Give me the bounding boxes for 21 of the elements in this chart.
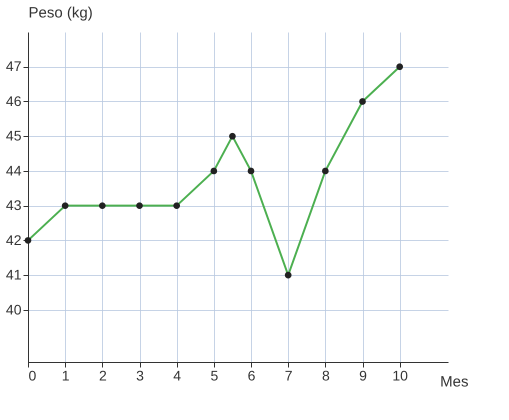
x-tick-label: 5 (210, 368, 218, 384)
x-tick-label: 7 (284, 368, 293, 384)
x-tick-label: 8 (322, 368, 330, 384)
y-tick-label: 45 (6, 128, 22, 144)
x-tick-label: 3 (136, 368, 144, 384)
x-tick-label: 6 (248, 368, 256, 384)
y-tick-label: 46 (6, 92, 22, 109)
y-axis-title: Peso (kg) (28, 4, 93, 22)
y-tick-label: 43 (6, 197, 22, 214)
x-tick-label: 9 (359, 368, 368, 384)
x-tick-label: 1 (62, 368, 70, 384)
y-tick-label: 47 (6, 58, 22, 74)
x-tick-label: 2 (98, 368, 107, 384)
y-tick-label: 44 (6, 162, 22, 178)
x-tick-label: 10 (392, 368, 408, 384)
x-tick-label: 4 (173, 368, 182, 384)
y-tick-label: 42 (6, 232, 22, 248)
x-axis-title: Mes (440, 374, 468, 390)
y-tick-label: 40 (6, 301, 22, 318)
x-tick-label: 0 (28, 368, 36, 384)
y-tick-label: 41 (6, 266, 22, 283)
